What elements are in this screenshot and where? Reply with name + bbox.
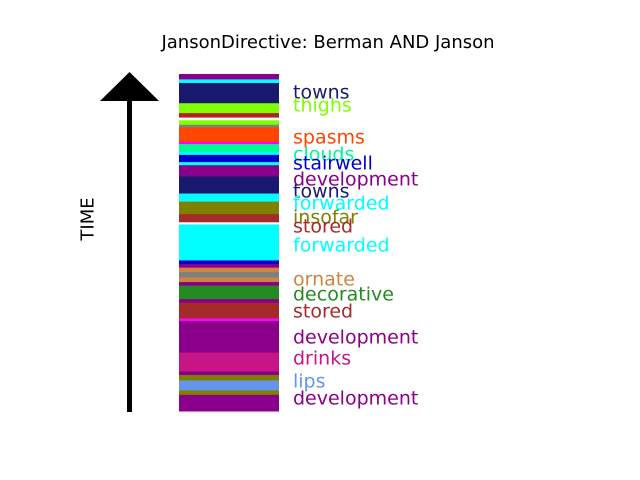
strip-band bbox=[179, 321, 279, 354]
word-label: development bbox=[293, 387, 419, 410]
strip-band bbox=[179, 79, 279, 84]
strip-band bbox=[179, 176, 279, 195]
strip-band bbox=[179, 141, 279, 145]
word-label: decorative bbox=[293, 283, 394, 306]
strip-band bbox=[179, 144, 279, 153]
strip-band bbox=[179, 214, 279, 223]
word-label: drinks bbox=[293, 347, 352, 370]
strip-band bbox=[179, 193, 279, 203]
strip-band bbox=[179, 117, 279, 121]
word-label: forwarded bbox=[293, 192, 390, 215]
strip-band bbox=[179, 127, 279, 143]
word-label: ornate bbox=[293, 268, 355, 291]
word-label: towns bbox=[293, 180, 350, 203]
word-label: stored bbox=[293, 215, 354, 238]
strip-band bbox=[179, 103, 279, 114]
time-arrow-head bbox=[100, 72, 159, 101]
chart-title: JansonDirective: Berman AND Janson bbox=[161, 32, 495, 53]
word-label: towns bbox=[293, 81, 350, 104]
strip-band bbox=[179, 165, 279, 177]
word-label: spasms bbox=[293, 126, 365, 149]
strip-band bbox=[179, 318, 279, 322]
word-label: thighs bbox=[293, 94, 352, 117]
strip-band bbox=[179, 260, 279, 265]
word-label: stairwell bbox=[293, 152, 373, 175]
word-label: insofar bbox=[293, 206, 358, 229]
strip-band bbox=[179, 267, 279, 273]
strip-band bbox=[179, 222, 279, 226]
word-label: clouds bbox=[293, 143, 355, 166]
strip-band bbox=[179, 201, 279, 215]
strip-band bbox=[179, 264, 279, 269]
strip-band bbox=[179, 302, 279, 319]
strip-band bbox=[179, 299, 279, 304]
strip-band bbox=[179, 74, 279, 80]
strip-band bbox=[179, 154, 279, 163]
strip-band bbox=[179, 285, 279, 300]
strip-band bbox=[179, 375, 279, 381]
strip-band bbox=[179, 113, 279, 119]
strip-band bbox=[179, 120, 279, 126]
strip-band bbox=[179, 162, 279, 166]
strip-band bbox=[179, 82, 279, 104]
strip-band bbox=[179, 224, 279, 261]
strip-band bbox=[179, 124, 279, 128]
word-label: forwarded bbox=[293, 234, 390, 257]
strip-band bbox=[179, 394, 279, 412]
strip-band bbox=[179, 390, 279, 396]
word-label: lips bbox=[293, 370, 326, 393]
strip-band bbox=[179, 272, 279, 279]
word-label: development bbox=[293, 326, 419, 349]
strip-band bbox=[179, 371, 279, 376]
strip-band bbox=[179, 352, 279, 372]
strip-band bbox=[179, 380, 279, 391]
strip-band bbox=[179, 282, 279, 287]
strip-band bbox=[179, 152, 279, 156]
word-label: development bbox=[293, 168, 419, 191]
strip-band bbox=[179, 277, 279, 283]
word-label: stored bbox=[293, 300, 354, 323]
